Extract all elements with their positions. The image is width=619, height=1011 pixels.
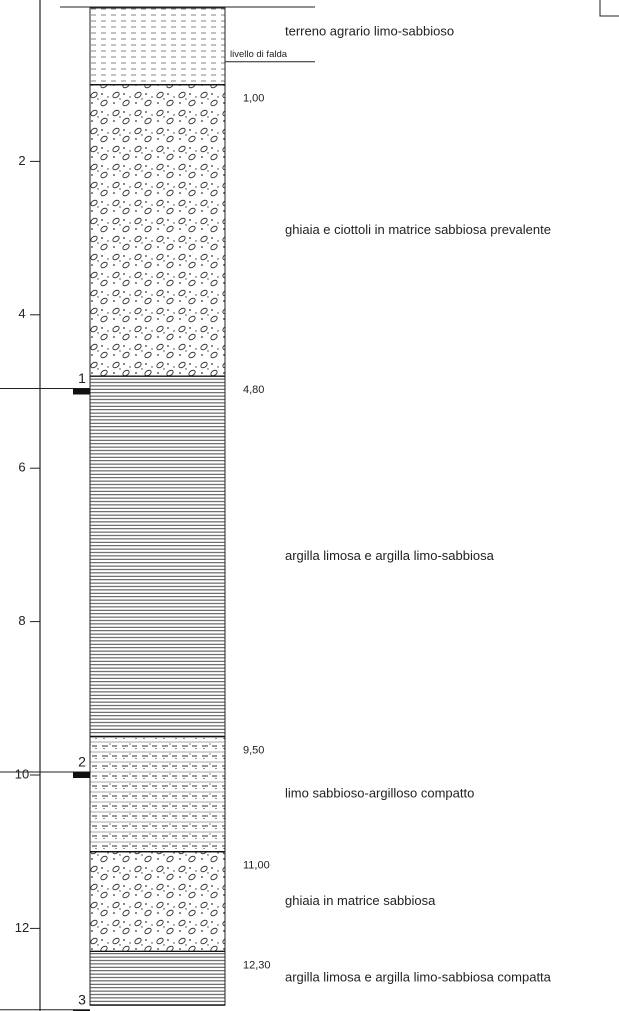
sample-label: 2 [78,754,86,770]
depth-tick-label: 10 [15,766,29,781]
layer [90,8,225,85]
layer [90,85,225,376]
depth-label: 4,80 [243,384,264,396]
layer-description: terreno agrario limo-sabbioso [285,23,454,38]
layer [90,852,225,952]
frame-corner [600,0,619,16]
layers [90,8,225,1005]
layer [90,376,225,736]
depth-tick-label: 4 [18,306,25,321]
sample-label: 3 [78,991,86,1007]
layer-description: limo sabbioso-argilloso compatto [285,786,474,801]
borehole-log: 246810121,00terreno agrario limo-sabbios… [0,0,619,1011]
depth-tick-label: 2 [18,153,25,168]
depth-label: 11,00 [243,860,270,872]
layer [90,951,225,1005]
layer-description: ghiaia e ciottoli in matrice sabbiosa pr… [285,222,551,237]
sample-marker [73,389,90,395]
depth-tick-label: 6 [18,460,25,475]
sample-label: 1 [78,370,86,386]
layer-description: ghiaia in matrice sabbiosa [285,893,436,908]
layer-description: argilla limosa e argilla limo-sabbiosa [285,548,495,563]
sample-marker [73,772,90,778]
layer [90,737,225,852]
depth-tick-label: 12 [15,920,29,935]
depth-tick-label: 8 [18,613,25,628]
depth-label: 9,50 [243,745,264,757]
depth-label: 12,30 [243,959,271,971]
groundwater-label: livello di falda [230,49,288,60]
depth-label: 1,00 [243,93,264,105]
layer-description: argilla limosa e argilla limo-sabbiosa c… [285,970,552,985]
